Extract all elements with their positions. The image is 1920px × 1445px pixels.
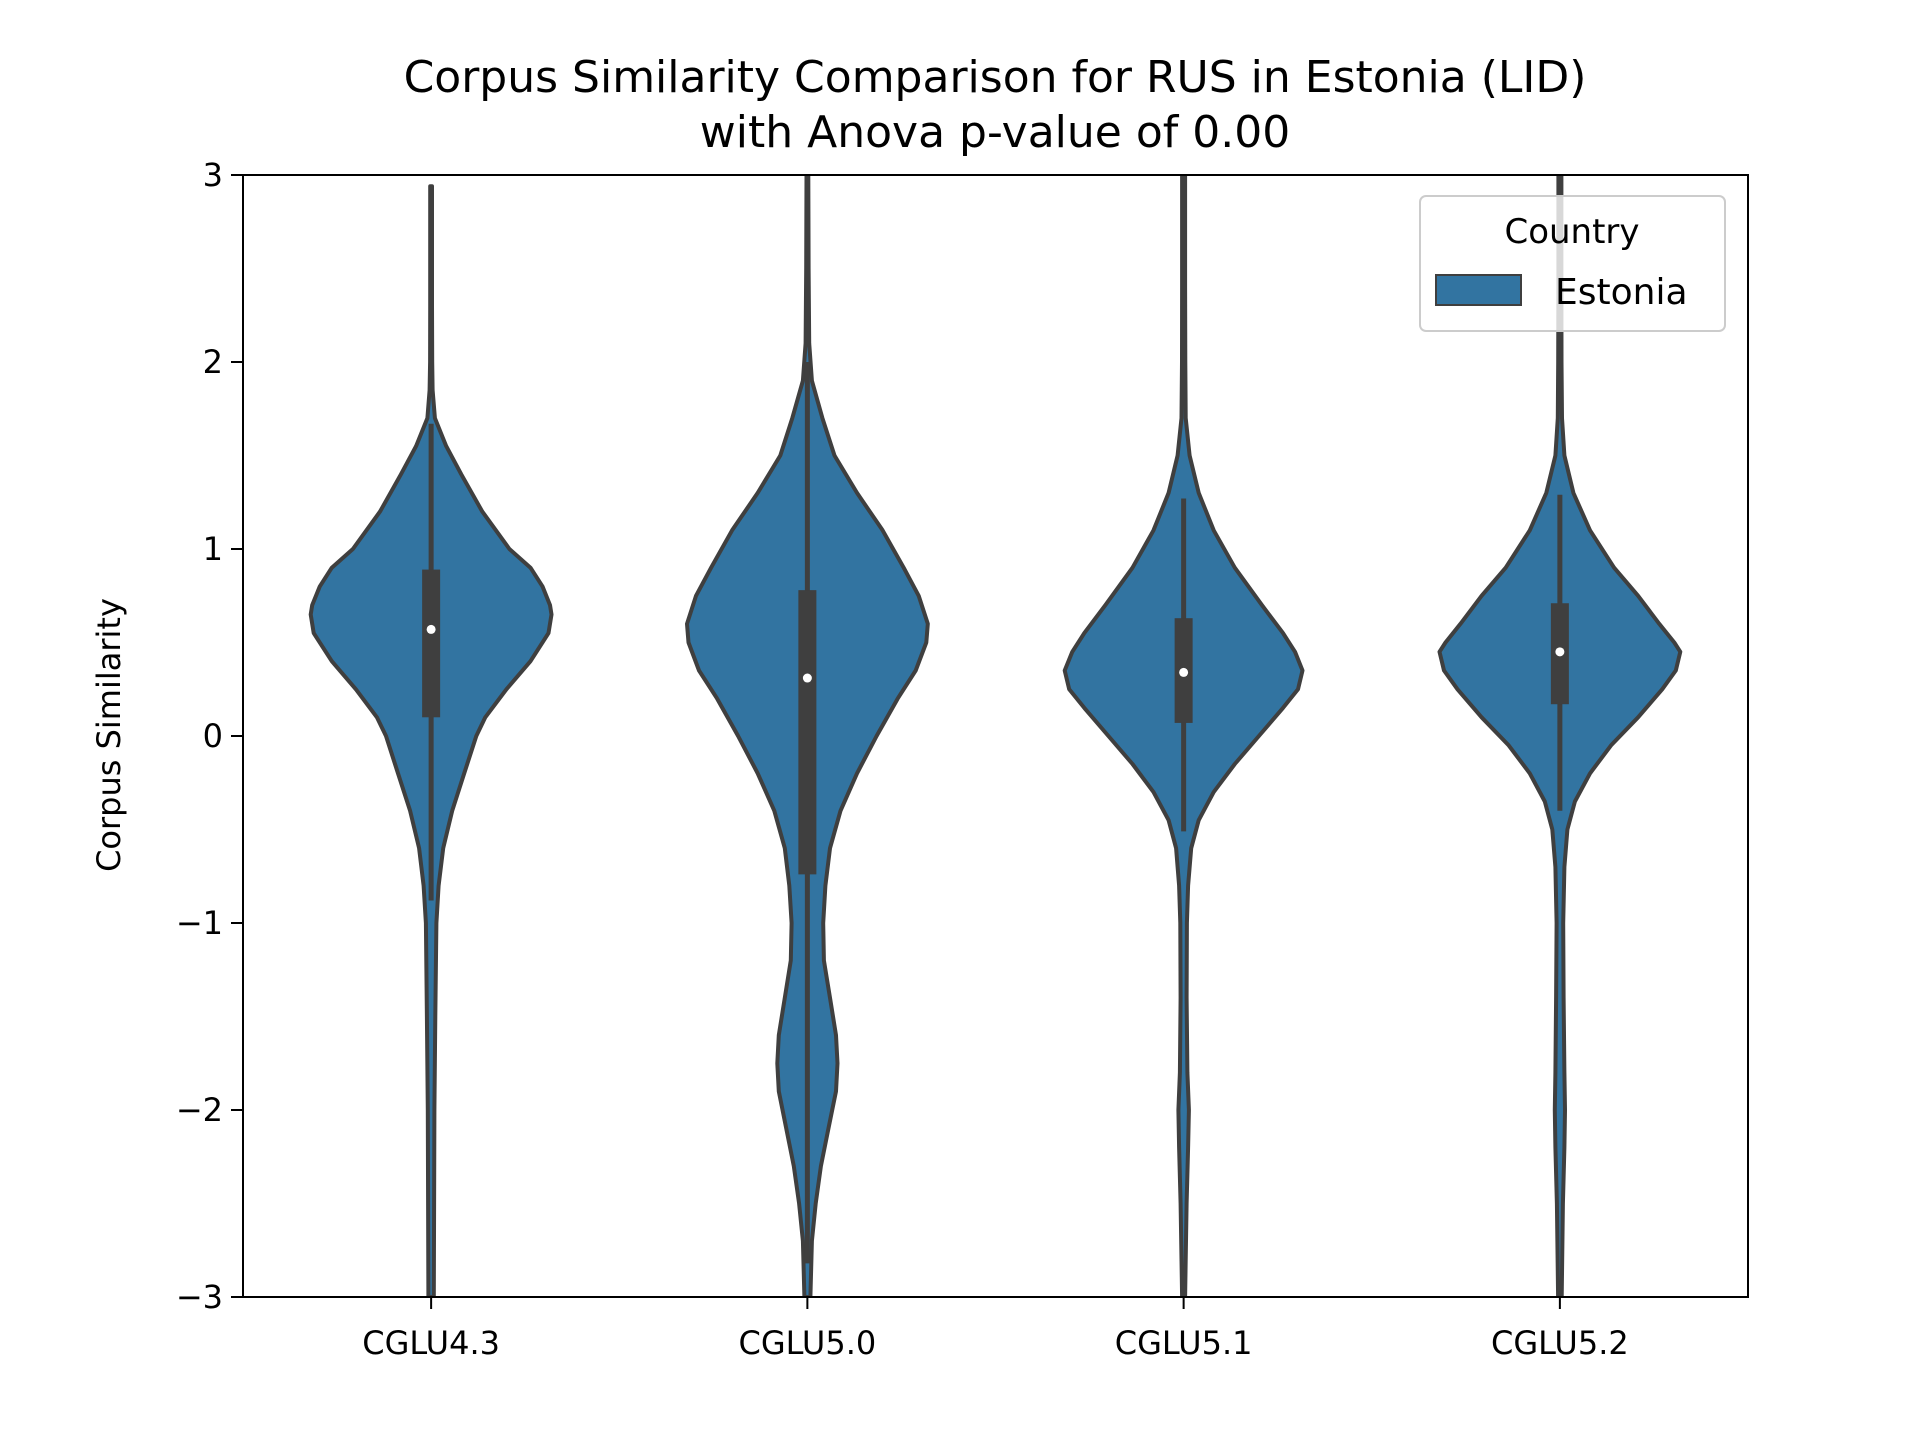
chart-title: Corpus Similarity Comparison for RUS in …: [404, 52, 1587, 103]
y-tick-label: 1: [203, 530, 223, 568]
y-tick-label: 0: [203, 717, 223, 755]
chart-subtitle: with Anova p-value of 0.00: [700, 107, 1290, 158]
x-tick-label: CGLU5.0: [739, 1324, 877, 1362]
y-tick-label: 3: [203, 156, 223, 194]
x-tick-label: CGLU4.3: [362, 1324, 500, 1362]
median-point-cglu5-0: [802, 673, 812, 683]
x-tick-label: CGLU5.1: [1115, 1324, 1253, 1362]
violin-cglu5-2: [1437, 175, 1683, 1297]
iqr-box-cglu5-0: [798, 590, 817, 875]
x-axis: CGLU4.3 CGLU5.0 CGLU5.1 CGLU5.2: [362, 1297, 1629, 1362]
y-tick-label: −1: [176, 904, 223, 942]
y-tick-label: −3: [176, 1278, 223, 1316]
legend-label-estonia: Estonia: [1555, 272, 1688, 313]
median-point-cglu5-2: [1555, 647, 1565, 657]
median-point-cglu4-3: [426, 624, 436, 634]
legend-title: Country: [1504, 212, 1639, 252]
y-tick-label: −2: [176, 1091, 223, 1129]
violin-cglu4-3: [308, 184, 554, 1297]
violins-group: [308, 175, 1683, 1297]
x-tick-label: CGLU5.2: [1491, 1324, 1629, 1362]
y-axis-label: Corpus Similarity: [90, 598, 128, 872]
violin-cglu5-0: [685, 175, 930, 1297]
median-point-cglu5-1: [1179, 667, 1189, 677]
y-tick-label: 2: [203, 343, 223, 381]
violin-cglu5-1: [1062, 175, 1305, 1297]
iqr-box-cglu4-3: [422, 569, 441, 718]
y-axis: −3 −2 −1 0 1 2 3: [176, 156, 243, 1316]
legend-swatch-estonia: [1435, 274, 1522, 306]
legend: Country Estonia: [1419, 195, 1726, 332]
